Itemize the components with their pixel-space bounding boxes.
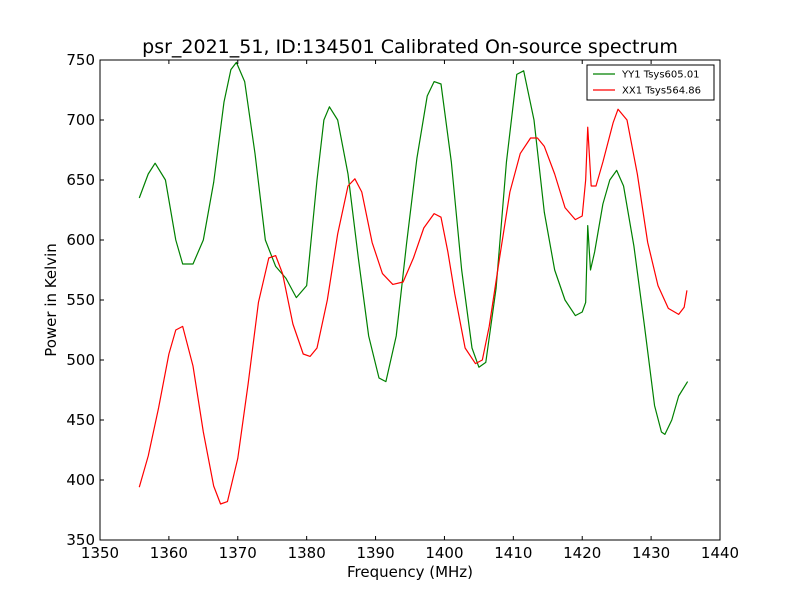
x-tick-label: 1430	[632, 544, 670, 562]
x-tick-label: 1420	[563, 544, 601, 562]
legend-label-yy1: YY1 Tsys605.01	[621, 70, 700, 81]
x-tick-label: 1390	[356, 544, 394, 562]
legend-label-xx1: XX1 Tsys564.86	[622, 86, 701, 97]
y-tick-label: 350	[66, 531, 95, 549]
x-axis-label: Frequency (MHz)	[347, 563, 473, 581]
x-tick-label: 1400	[425, 544, 463, 562]
x-ticks: 1350 1360 1370 1380 1390 1400 1410 1420 1430 1440	[81, 60, 739, 562]
x-tick-label: 1350	[81, 544, 119, 562]
legend: YY1 Tsys605.01 XX1 Tsys564.86	[586, 64, 715, 101]
x-tick-label: 1370	[219, 544, 257, 562]
x-tick-label: 1380	[288, 544, 326, 562]
y-tick-label: 700	[66, 111, 95, 129]
y-axis-label: Power in Kelvin	[42, 243, 60, 357]
y-tick-label: 500	[66, 351, 95, 369]
x-tick-label: 1410	[494, 544, 532, 562]
x-tick-label: 1440	[701, 544, 739, 562]
y-ticks: 350 400 450 500 550 600 650 700 750	[66, 51, 720, 549]
series-layer	[138, 61, 689, 505]
x-tick-label: 1360	[150, 544, 188, 562]
y-tick-label: 750	[66, 51, 95, 69]
legend-box	[586, 64, 715, 101]
y-tick-label: 400	[66, 471, 95, 489]
y-tick-label: 600	[66, 231, 95, 249]
series-line-1	[138, 108, 688, 505]
series-line-0	[138, 61, 689, 435]
chart-title: psr_2021_51, ID:134501 Calibrated On-sou…	[142, 36, 678, 58]
y-tick-label: 650	[66, 171, 95, 189]
y-tick-label: 450	[66, 411, 95, 429]
y-tick-label: 550	[66, 291, 95, 309]
